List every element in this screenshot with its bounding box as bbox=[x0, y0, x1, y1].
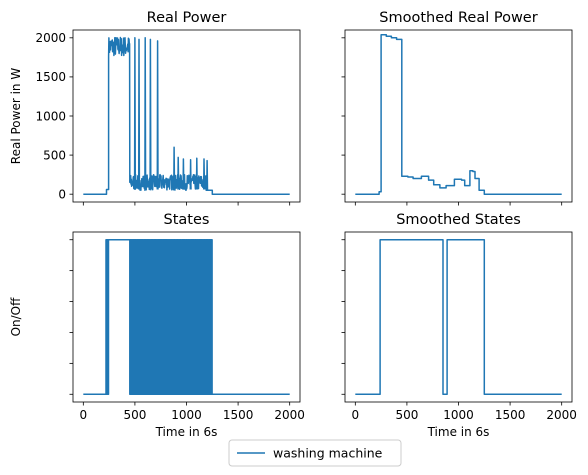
y-tick-label: 1500 bbox=[35, 70, 66, 84]
panel-title: Smoothed States bbox=[396, 212, 521, 228]
panel-real_power: 0 500 1000 1500 2000 Real Power Real Power in … bbox=[9, 10, 301, 206]
y-axis-label: On/Off bbox=[9, 297, 23, 337]
y-tick-label: 500 bbox=[43, 148, 66, 162]
panel-states: 0 500 1000 1500 2000 States Time in 6s On/Off bbox=[9, 212, 305, 439]
panel-title: States bbox=[164, 212, 210, 228]
x-tick-label: 1000 bbox=[443, 408, 474, 422]
series-line-smoothed_real_power bbox=[355, 33, 562, 195]
x-tick-label: 1500 bbox=[223, 408, 254, 422]
series-line-smoothed_states bbox=[355, 238, 562, 396]
y-axis-label: Real Power in W bbox=[9, 68, 23, 165]
x-tick-label: 1000 bbox=[171, 408, 202, 422]
x-tick-label: 0 bbox=[79, 408, 87, 422]
legend-frame bbox=[228, 439, 402, 467]
legend: washing machine bbox=[228, 439, 402, 467]
y-tick-label: 2000 bbox=[35, 31, 66, 45]
x-tick-label: 0 bbox=[351, 408, 359, 422]
x-tick-label: 500 bbox=[395, 408, 418, 422]
x-tick-label: 500 bbox=[123, 408, 146, 422]
x-tick-label: 2000 bbox=[274, 408, 305, 422]
x-tick-label: 2000 bbox=[546, 408, 577, 422]
panel-smoothed_states: 0 500 1000 1500 2000 Smoothed States Time in 6… bbox=[341, 212, 577, 439]
x-tick-label: 1500 bbox=[495, 408, 526, 422]
x-axis-label: Time in 6s bbox=[427, 425, 490, 439]
series-line-states bbox=[83, 238, 290, 396]
legend-label: washing machine bbox=[273, 446, 383, 461]
panel-title: Smoothed Real Power bbox=[379, 10, 537, 26]
y-tick-label: 0 bbox=[58, 187, 66, 201]
series-line-real_power bbox=[83, 36, 290, 195]
y-tick-label: 1000 bbox=[35, 109, 66, 123]
panel-title: Real Power bbox=[147, 10, 227, 26]
x-axis-label: Time in 6s bbox=[155, 425, 218, 439]
panel-smoothed_real_power: Smoothed Real Power bbox=[341, 10, 573, 206]
